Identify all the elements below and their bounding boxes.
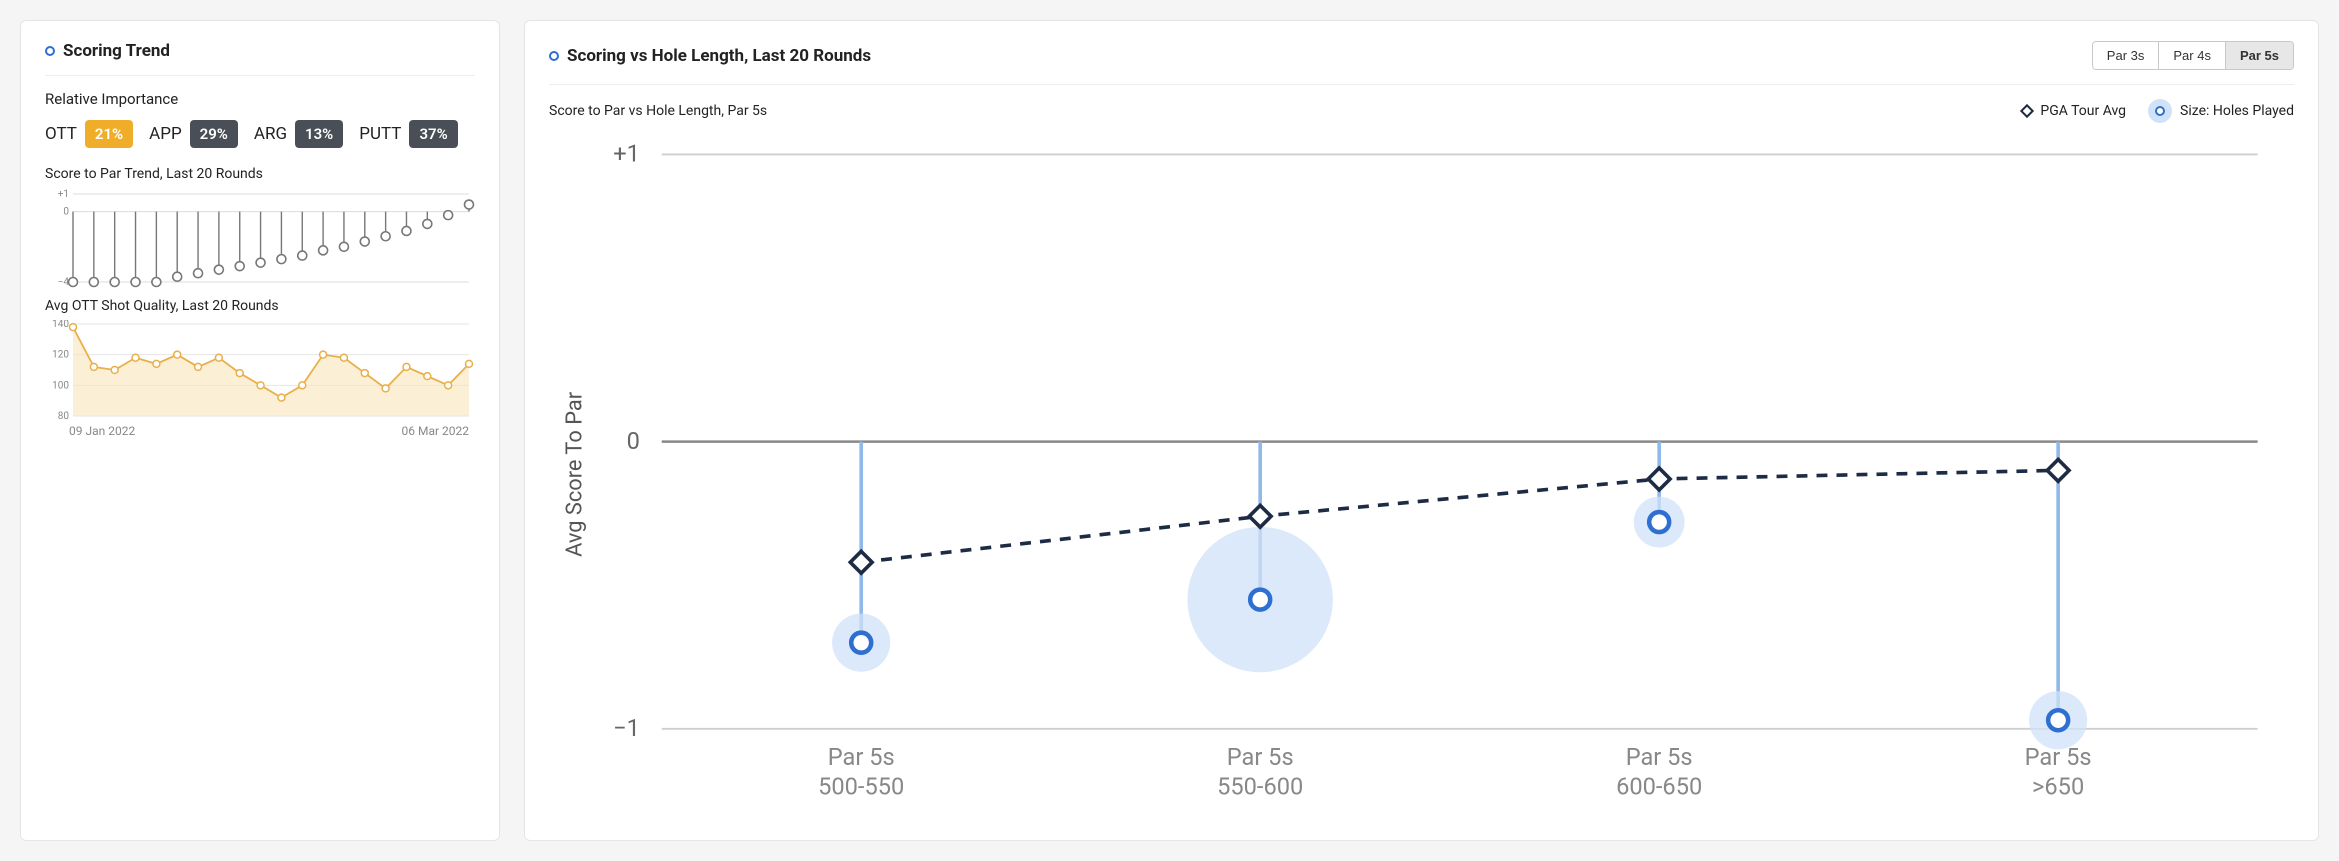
importance-badge: 13% (295, 120, 343, 148)
svg-text:500-550: 500-550 (818, 772, 904, 800)
importance-label: ARG (254, 124, 287, 144)
tab-par-4s[interactable]: Par 4s (2159, 42, 2226, 69)
importance-item: OTT 21% (45, 120, 133, 148)
svg-text:80: 80 (58, 411, 70, 420)
tab-par-5s[interactable]: Par 5s (2226, 42, 2293, 69)
trend-chart-title: Score to Par Trend, Last 20 Rounds (45, 166, 475, 182)
importance-badge: 37% (409, 120, 457, 148)
card-header: Scoring vs Hole Length, Last 20 Rounds P… (549, 41, 2294, 85)
scoring-vs-length-title: Scoring vs Hole Length, Last 20 Rounds (549, 46, 871, 66)
importance-row: OTT 21% APP 29% ARG 13% PUTT 37% (45, 120, 475, 148)
scoring-trend-title: Scoring Trend (45, 41, 170, 61)
importance-label: APP (149, 124, 182, 144)
bubble-icon (2148, 99, 2172, 123)
svg-text:100: 100 (52, 380, 69, 391)
legend-size: Size: Holes Played (2148, 99, 2294, 123)
importance-header: Relative Importance (45, 90, 475, 108)
legend-row: Score to Par vs Hole Length, Par 5s PGA … (549, 99, 2294, 123)
importance-badge: 21% (85, 120, 133, 148)
svg-text:Avg Score To Par: Avg Score To Par (563, 391, 588, 557)
svg-text:0: 0 (63, 207, 69, 218)
importance-badge: 29% (190, 120, 238, 148)
svg-text:Par 5s: Par 5s (1227, 743, 1294, 771)
card-header: Scoring Trend (45, 41, 475, 76)
svg-text:>650: >650 (2032, 772, 2084, 800)
legend-items: PGA Tour Avg Size: Holes Played (2022, 99, 2294, 123)
svg-text:0: 0 (627, 427, 640, 455)
svg-text:Par 5s: Par 5s (828, 743, 895, 771)
title-text: Scoring Trend (63, 41, 170, 61)
ott-quality-chart: 140 120 100 80 (45, 320, 475, 420)
hole-length-chart: +10−1Avg Score To ParPar 5s500-550Par 5s… (549, 129, 2294, 820)
svg-text:+1: +1 (613, 140, 640, 168)
svg-text:Par 5s: Par 5s (1626, 743, 1693, 771)
importance-item: ARG 13% (254, 120, 343, 148)
importance-label: OTT (45, 124, 77, 144)
svg-text:+1: +1 (58, 189, 69, 200)
importance-item: PUTT 37% (359, 120, 457, 148)
svg-text:−1: −1 (613, 714, 640, 742)
legend-size-label: Size: Holes Played (2180, 103, 2294, 119)
score-trend-chart: +1 0 −4 (45, 188, 475, 288)
ring-icon (45, 46, 55, 56)
bubble-icon-inner (2155, 106, 2165, 116)
svg-text:140: 140 (52, 320, 69, 330)
legend-pga-label: PGA Tour Avg (2040, 103, 2126, 119)
importance-label: PUTT (359, 124, 401, 144)
quality-chart-title: Avg OTT Shot Quality, Last 20 Rounds (45, 298, 475, 314)
title-text: Scoring vs Hole Length, Last 20 Rounds (567, 46, 871, 66)
importance-item: APP 29% (149, 120, 238, 148)
ring-icon (549, 51, 559, 61)
svg-text:550-600: 550-600 (1217, 772, 1303, 800)
chart-subtitle: Score to Par vs Hole Length, Par 5s (549, 103, 767, 119)
svg-text:120: 120 (52, 350, 69, 361)
par-tabs: Par 3sPar 4sPar 5s (2092, 41, 2294, 70)
scoring-vs-length-card: Scoring vs Hole Length, Last 20 Rounds P… (524, 20, 2319, 841)
legend-pga: PGA Tour Avg (2022, 103, 2126, 119)
tab-par-3s[interactable]: Par 3s (2093, 42, 2160, 69)
svg-text:600-650: 600-650 (1616, 772, 1702, 800)
scoring-trend-card: Scoring Trend Relative Importance OTT 21%… (20, 20, 500, 841)
svg-text:−4: −4 (58, 277, 70, 288)
date-end: 06 Mar 2022 (402, 424, 470, 438)
svg-text:Par 5s: Par 5s (2025, 743, 2092, 771)
date-start: 09 Jan 2022 (69, 424, 135, 438)
date-axis: 09 Jan 2022 06 Mar 2022 (45, 420, 475, 438)
diamond-icon (2020, 104, 2034, 118)
